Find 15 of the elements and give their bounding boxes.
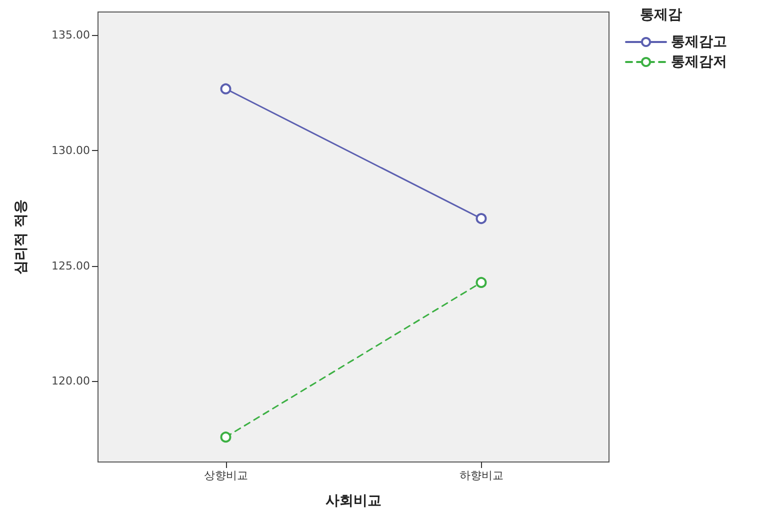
x-axis-title: 사회비교 — [326, 493, 382, 509]
point — [476, 213, 487, 224]
legend-title: 통제감 — [640, 7, 682, 23]
point — [476, 276, 487, 288]
point — [220, 83, 232, 94]
y-tick-label: 130.00 — [52, 144, 90, 157]
y-axis-title: 심리적 적응 — [13, 200, 29, 274]
y-tick-label: 120.00 — [52, 374, 90, 388]
point — [220, 432, 232, 443]
x-tick-label: 상향비교 — [204, 469, 248, 482]
x-tick-label: 하향비교 — [459, 469, 504, 482]
y-tick-label: 125.00 — [52, 259, 90, 272]
y-tick-label: 135.00 — [52, 28, 90, 42]
legend-label: 통제감저 — [671, 54, 727, 70]
legend-label: 통제감고 — [671, 34, 727, 50]
